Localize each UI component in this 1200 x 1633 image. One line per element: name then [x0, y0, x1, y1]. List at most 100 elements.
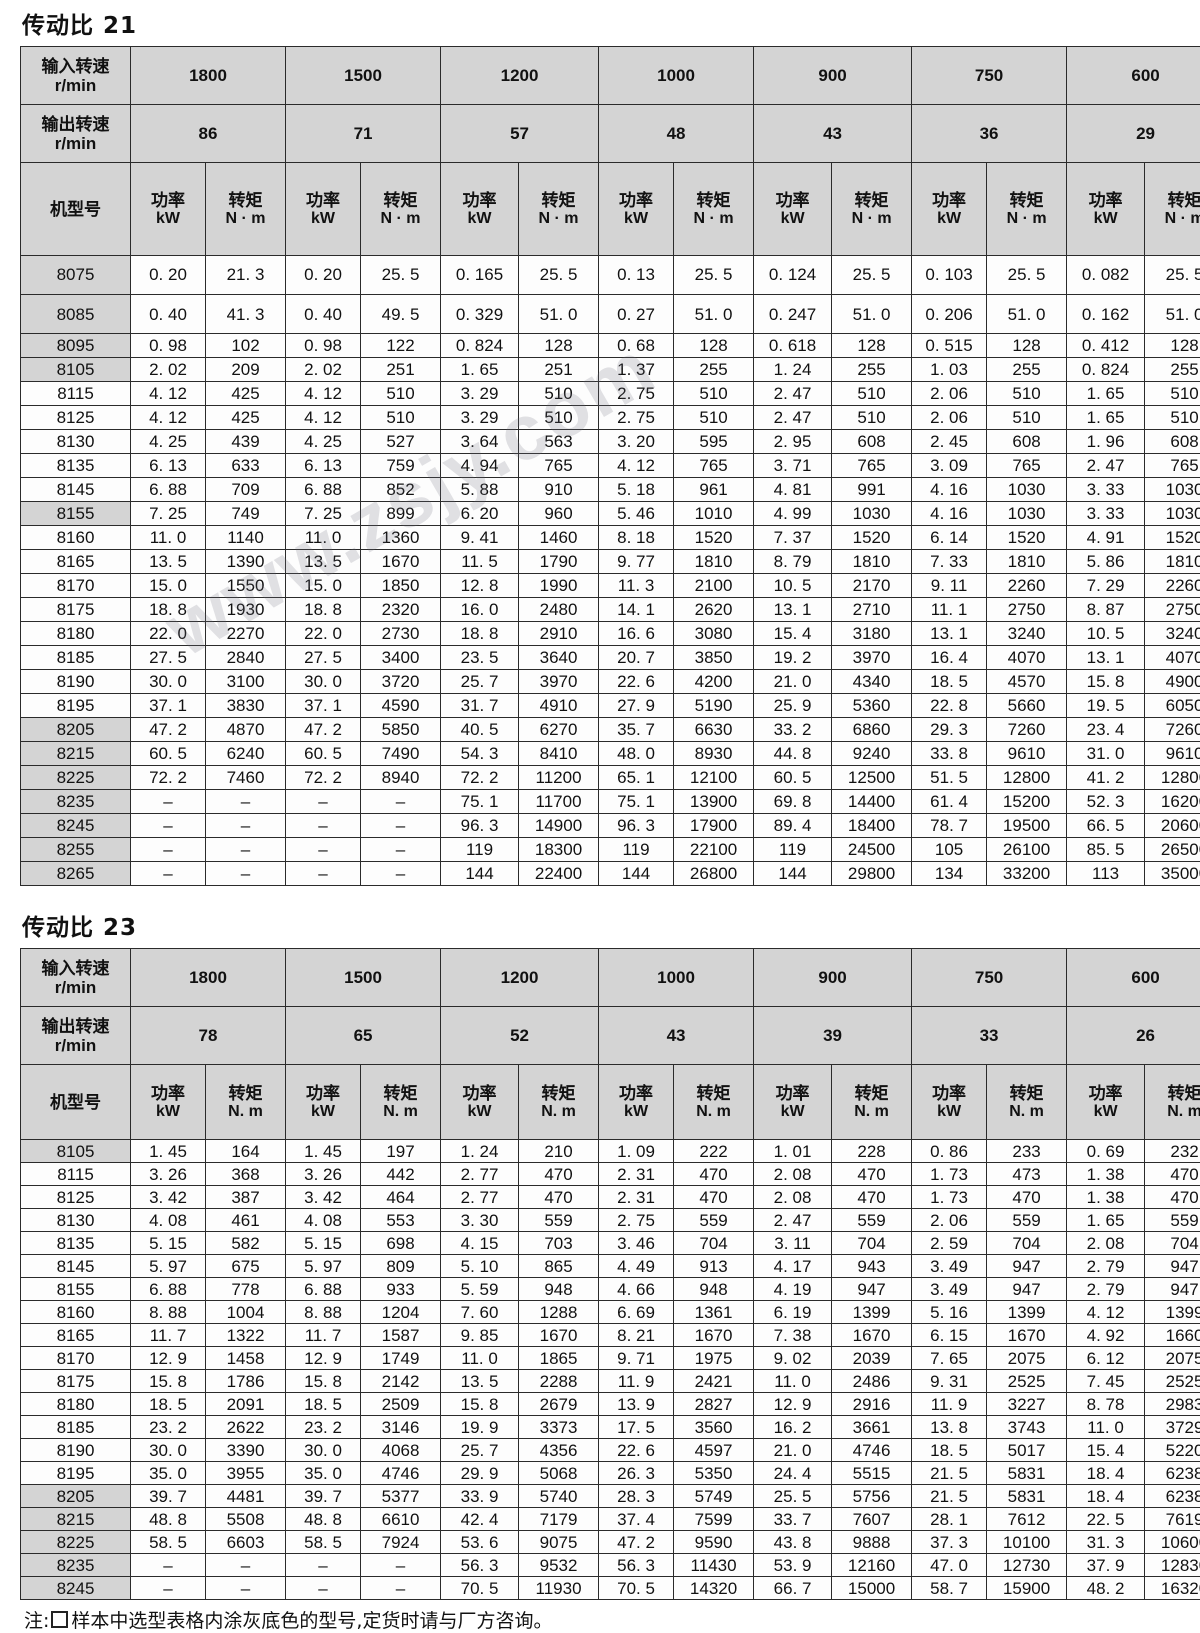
torque-value-cell: 197 [361, 1140, 441, 1163]
power-value-cell: 0. 20 [131, 255, 206, 294]
output-speed-label: 输出转速 r/min [21, 1007, 131, 1065]
torque-value-cell: 18400 [832, 814, 912, 838]
power-value-cell: 60. 5 [131, 742, 206, 766]
power-value-cell: 15. 8 [286, 1370, 361, 1393]
power-value-cell: 2. 79 [1067, 1255, 1145, 1278]
torque-value-cell: 25. 5 [987, 255, 1067, 294]
torque-value-cell: 5360 [832, 694, 912, 718]
torque-value-cell: 5377 [361, 1485, 441, 1508]
input-speed-label-unit: r/min [55, 76, 97, 95]
torque-value-cell: 2039 [832, 1347, 912, 1370]
torque-value-cell: 25. 5 [361, 255, 441, 294]
power-value-cell: 96. 3 [441, 814, 519, 838]
power-value-cell: 13. 8 [912, 1416, 987, 1439]
power-value-cell: 2. 77 [441, 1186, 519, 1209]
torque-value-cell: 2525 [987, 1370, 1067, 1393]
torque-unit: N · m [1145, 210, 1200, 228]
output-speed-48: 48 [599, 105, 754, 163]
torque-value-cell: 7612 [987, 1508, 1067, 1531]
power-value-cell: 61. 4 [912, 790, 987, 814]
power-value-cell: 3. 33 [1067, 502, 1145, 526]
power-value-cell: 35. 0 [286, 1462, 361, 1485]
power-value-cell: 0. 824 [1067, 358, 1145, 382]
power-value-cell: 11. 0 [441, 1347, 519, 1370]
output-speed-43: 43 [754, 105, 912, 163]
torque-value-cell: – [361, 1577, 441, 1600]
power-unit: kW [286, 210, 360, 228]
torque-value-cell: 5756 [832, 1485, 912, 1508]
power-value-cell: 48. 2 [1067, 1577, 1145, 1600]
power-value-cell: 0. 86 [912, 1140, 987, 1163]
power-value-cell: 113 [1067, 862, 1145, 886]
power-value-cell: 51. 5 [912, 766, 987, 790]
torque-value-cell: 5749 [674, 1485, 754, 1508]
power-value-cell: – [131, 814, 206, 838]
input-speed-1500: 1500 [286, 47, 441, 105]
torque-value-cell: 5660 [987, 694, 1067, 718]
power-value-cell: 21. 5 [912, 1462, 987, 1485]
torque-value-cell: 3970 [519, 670, 599, 694]
torque-value-cell: 1850 [361, 574, 441, 598]
torque-value-cell: 559 [674, 1209, 754, 1232]
output-speed-86: 86 [131, 105, 286, 163]
torque-value-cell: 1030 [987, 478, 1067, 502]
torque-value-cell: 608 [987, 430, 1067, 454]
spec-page: www.zsjy.com 传动比 21 输入转速 r/min 1800 1500… [0, 6, 1200, 1475]
torque-value-cell: 4070 [1145, 646, 1200, 670]
torque-unit: N. m [987, 1103, 1066, 1121]
power-value-cell: 5. 15 [131, 1232, 206, 1255]
torque-value-cell: 4340 [832, 670, 912, 694]
model-number-cell: 8160 [21, 526, 131, 550]
power-unit: kW [1067, 210, 1144, 228]
torque-value-cell: 11430 [674, 1554, 754, 1577]
power-value-cell: 0. 27 [599, 295, 674, 334]
power-value-cell: 37. 3 [912, 1531, 987, 1554]
